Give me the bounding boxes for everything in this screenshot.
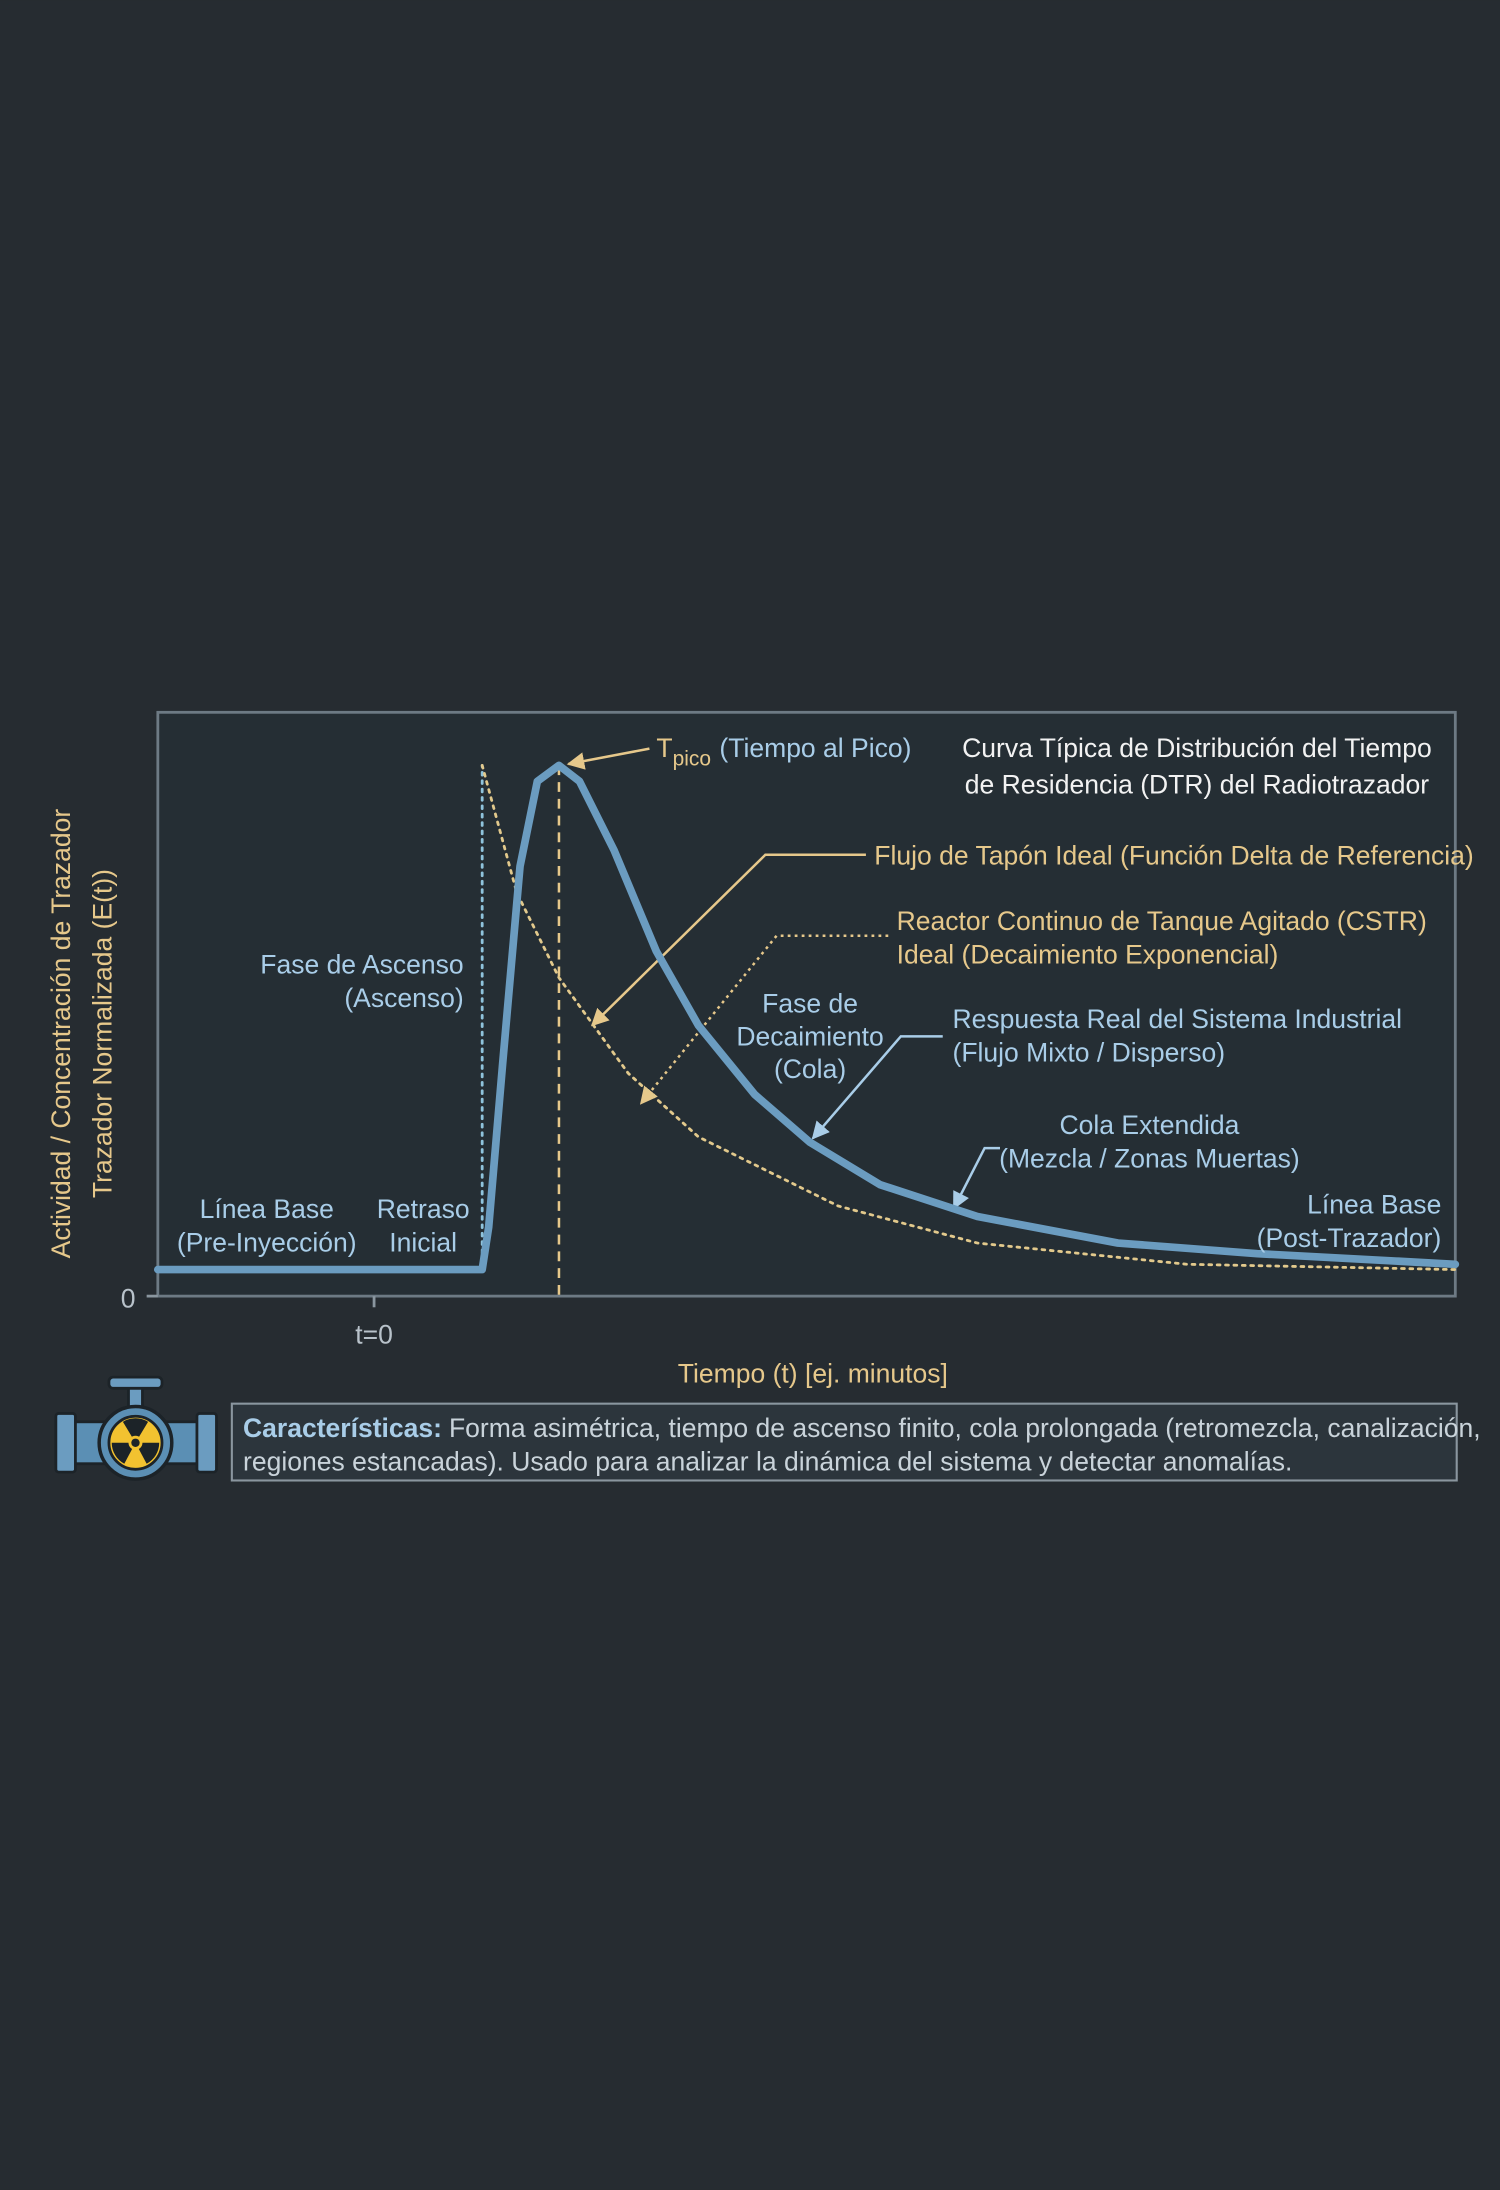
annotation: Fase de Ascenso (Ascenso) [260, 949, 463, 1013]
annotation: Reactor Continuo de Tanque Agitado (CSTR… [897, 906, 1427, 970]
annotation: Flujo de Tapón Ideal (Función Delta de R… [874, 841, 1473, 871]
reference-line [480, 763, 1457, 1271]
annotation-line: Reactor Continuo de Tanque Agitado (CSTR… [897, 906, 1427, 936]
annotation: Línea Base (Post-Trazador) [1257, 1190, 1442, 1254]
annotation: Fase de Decaimiento (Cola) [736, 989, 883, 1085]
chart-title-line: Curva Típica de Distribución del Tiempo [962, 733, 1432, 763]
annotation-line: (Flujo Mixto / Disperso) [953, 1037, 1226, 1067]
peak-symbol: T [656, 733, 672, 763]
annotation-line: (Post-Trazador) [1257, 1223, 1442, 1253]
annotation-line: (Ascenso) [344, 983, 463, 1013]
annotation-line: Decaimiento [736, 1021, 883, 1051]
footer-text: regiones estancadas). Usado para analiza… [243, 1447, 1292, 1477]
arrow [639, 934, 889, 1105]
annotation-line: Flujo de Tapón Ideal (Función Delta de R… [874, 841, 1473, 871]
y-tick-label: 0 [121, 1283, 136, 1313]
x-axis-label: Tiempo (t) [ej. minutos] [678, 1359, 948, 1389]
annotation: Retraso Inicial [377, 1194, 470, 1258]
annotation-line: Fase de [762, 989, 858, 1019]
annotation-line: Inicial [389, 1227, 457, 1257]
chart-title-line: de Residencia (DTR) del Radiotrazador [965, 769, 1429, 799]
y-axis-label-line: Trazador Normalizada (E(t)) [88, 869, 118, 1198]
arrow [566, 747, 650, 770]
annotation-line: Ideal (Decaimiento Exponencial) [897, 940, 1279, 970]
arrow [590, 853, 866, 1027]
peak-subscript: pico [673, 747, 711, 770]
x-tick-label: t=0 [355, 1320, 393, 1350]
annotation-line: (Pre-Inyección) [177, 1227, 357, 1257]
annotation-line: Retraso [377, 1194, 470, 1224]
pipe-icon [54, 1375, 218, 1481]
annotation: Cola Extendida (Mezcla / Zonas Muertas) [999, 1110, 1300, 1174]
footer-box [230, 1402, 1458, 1482]
footer-text: Características: Forma asimétrica, tiempo… [243, 1413, 1481, 1443]
plot-frame [156, 710, 1457, 1298]
annotation-line: Línea Base [200, 1194, 334, 1224]
chart-title: Curva Típica de Distribución del Tiempo d… [962, 733, 1432, 799]
annotation: Línea Base (Pre-Inyección) [177, 1194, 357, 1258]
annotation-line: Respuesta Real del Sistema Industrial [953, 1004, 1403, 1034]
arrow [952, 1146, 1000, 1210]
y-axis-label-line: Actividad / Concentración de Trazador [46, 809, 76, 1259]
annotation-line: Cola Extendida [1060, 1110, 1240, 1140]
data-line [153, 761, 1460, 1274]
annotation-line: Línea Base [1307, 1190, 1441, 1220]
peak-text: (Tiempo al Pico) [719, 733, 911, 763]
annotation: Respuesta Real del Sistema Industrial (Fl… [953, 1004, 1403, 1068]
annotation-line: Fase de Ascenso [260, 949, 463, 979]
annotation-line: (Mezcla / Zonas Muertas) [999, 1144, 1300, 1174]
footer-label: Características: [243, 1413, 442, 1443]
annotation-line: (Cola) [774, 1054, 846, 1084]
y-axis-label: Actividad / Concentración de Trazador Tra… [46, 809, 118, 1259]
arrow [811, 1035, 943, 1140]
footer-line: Forma asimétrica, tiempo de ascenso fini… [449, 1413, 1481, 1443]
peak-label: Tpico (Tiempo al Pico) [656, 733, 911, 770]
